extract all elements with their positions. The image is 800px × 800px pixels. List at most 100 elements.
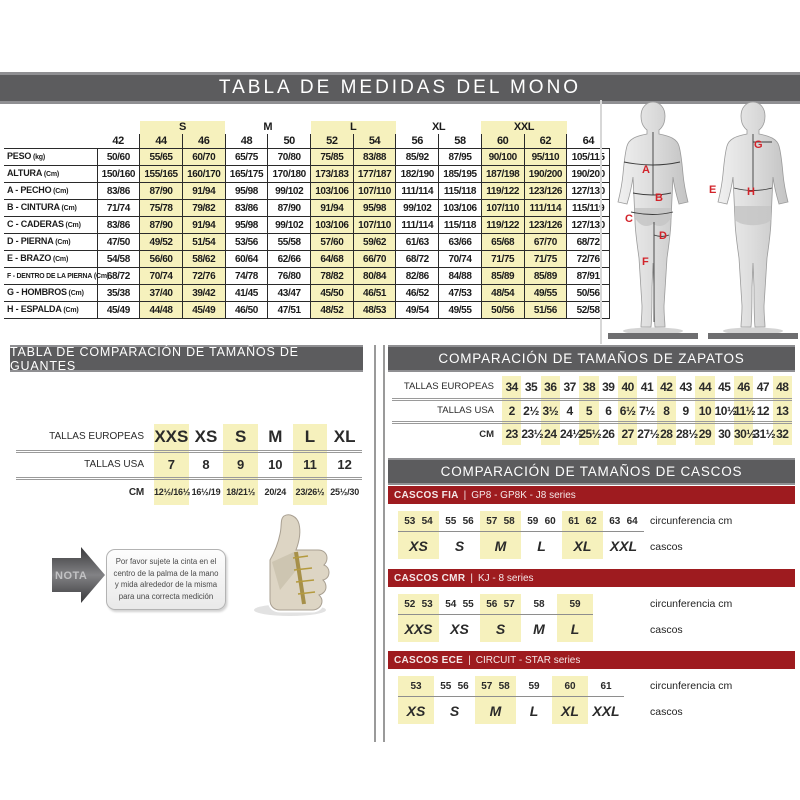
measure-cell: 60/64 bbox=[224, 250, 269, 268]
helmet-series-bar-cmr: CASCOS CMR | KJ - 8 series bbox=[388, 569, 795, 587]
size-col-header: 58 bbox=[438, 134, 482, 149]
helmet-circumference-values: 59 60 bbox=[521, 511, 562, 532]
measure-cell: 99/102 bbox=[395, 199, 440, 217]
measure-cell: 83/86 bbox=[96, 216, 141, 234]
helmet-legend-sizes: cascos bbox=[650, 706, 683, 718]
measure-cell: 85/92 bbox=[395, 148, 440, 166]
measure-cell: 155/165 bbox=[139, 165, 183, 183]
helmet-circumference-values: 54 55 bbox=[439, 594, 480, 615]
shoes-cell: 36 bbox=[540, 376, 560, 401]
measure-row: PESO (kg) 50/60 55/65 60/70 65/75 70/80 75/85 8… bbox=[4, 148, 610, 166]
measure-cell: 111/114 bbox=[395, 182, 440, 200]
measure-cell: 47/50 bbox=[96, 233, 141, 251]
measure-cell: 53/56 bbox=[224, 233, 269, 251]
measure-cell: 177/187 bbox=[352, 165, 397, 183]
measure-cell: 107/110 bbox=[352, 182, 397, 200]
gloves-cell: 7 bbox=[154, 451, 189, 480]
helmet-circumference-values: 61 62 bbox=[562, 511, 603, 532]
shoes-section-title-text: COMPARACIÓN DE TAMAÑOS DE ZAPATOS bbox=[438, 351, 745, 366]
size-col-header: 44 bbox=[139, 134, 183, 149]
helmet-circumference-value: 53 bbox=[421, 598, 433, 610]
shoes-cell: 8 bbox=[656, 399, 676, 424]
measure-row-label-text: F - DENTRO DE LA PIERNA bbox=[7, 273, 93, 280]
measure-row: F - DENTRO DE LA PIERNA (Cm) 68/72 70/74 72… bbox=[4, 267, 610, 285]
helmet-circumference-value: 55 bbox=[445, 515, 457, 527]
helmet-size-groups: 52 53 XXS 54 55 XS 56 57 S 58 M 59 L bbox=[398, 594, 795, 642]
measure-cell: 111/114 bbox=[523, 199, 568, 217]
gloves-cell: 12½/16½ bbox=[154, 478, 190, 505]
measure-cell: 58/62 bbox=[181, 250, 226, 268]
measure-row-label: PESO (kg) bbox=[4, 148, 98, 166]
measure-cell: 47/53 bbox=[438, 284, 482, 302]
measure-cell: 160/170 bbox=[181, 165, 226, 183]
size-header-label bbox=[4, 134, 97, 149]
measure-cell: 65/75 bbox=[224, 148, 269, 166]
helmet-circumference-values: 58 bbox=[521, 594, 557, 615]
measure-cell: 99/102 bbox=[267, 182, 312, 200]
helmet-circumference-value: 63 bbox=[609, 515, 621, 527]
helmet-circumference-value: 57 bbox=[503, 598, 515, 610]
size-col-header: 54 bbox=[352, 134, 396, 149]
helmet-circumference-value: 59 bbox=[569, 598, 581, 610]
shoes-cell: 46 bbox=[733, 376, 754, 401]
helmet-legend-circumference: circunferencia cm bbox=[650, 598, 733, 610]
measure-row-label: ALTURA (Cm) bbox=[4, 165, 98, 183]
measure-cell: 50/60 bbox=[96, 148, 141, 166]
measure-row-label: D - PIERNA (Cm) bbox=[4, 233, 98, 251]
measure-cell: 70/80 bbox=[267, 148, 312, 166]
helmet-size-group-xxl: 63 64 XXL bbox=[603, 511, 644, 559]
measure-cell: 150/160 bbox=[96, 165, 141, 183]
helmet-size-group-xxl: 61 XXL bbox=[588, 676, 624, 724]
shoes-cell: 6½ bbox=[617, 399, 638, 424]
mannequin-back-icon: G E H bbox=[708, 101, 798, 339]
nota-text: Por favor sujete la cinta en el centro d… bbox=[113, 557, 219, 602]
measure-row-label-unit: (Cm) bbox=[59, 205, 77, 212]
helmet-circumference-value: 60 bbox=[544, 515, 556, 527]
helmet-size-group-xs: 54 55 XS bbox=[439, 594, 480, 642]
shoes-cell: 37 bbox=[559, 376, 580, 401]
size-group-xl: XL bbox=[431, 121, 446, 133]
helmet-legend: circunferencia cm cascos bbox=[650, 594, 732, 642]
helmet-circumference-value: 62 bbox=[585, 515, 597, 527]
shoes-cell: 26 bbox=[602, 427, 615, 442]
size-group-xxl: XXL bbox=[481, 121, 567, 134]
helmet-size-group-xl: 61 62 XL bbox=[562, 511, 603, 559]
vertical-divider bbox=[383, 345, 385, 742]
helmet-size-group-s: 55 56 S bbox=[439, 511, 480, 559]
helmet-circumference-values: 55 56 bbox=[439, 511, 480, 532]
gloves-usa-row: TALLAS USA 7 8 9 10 11 12 bbox=[16, 451, 362, 480]
measure-cell: 95/98 bbox=[224, 216, 269, 234]
helmet-size-letter: XS bbox=[450, 621, 469, 637]
gloves-size-table: TALLAS EUROPEAS XXS XS S M L XL TALLAS USA 7 8 9 10… bbox=[16, 424, 362, 505]
shoes-cell: 42 bbox=[656, 376, 676, 401]
shoes-cell: 10 bbox=[695, 399, 715, 424]
size-col-header: 48 bbox=[224, 134, 268, 149]
nota-label: NOTA bbox=[55, 570, 87, 582]
measure-cell: 46/50 bbox=[224, 301, 269, 319]
helmet-size-letter: L bbox=[537, 538, 546, 554]
measure-cell: 75/78 bbox=[139, 199, 183, 217]
shoes-cell: 7½ bbox=[637, 399, 657, 424]
helmet-size-group-m: 57 58 M bbox=[480, 511, 521, 559]
measure-row-label: E - BRAZO (Cm) bbox=[4, 250, 98, 268]
helmet-circumference-values: 59 bbox=[516, 676, 552, 697]
measure-row-label-unit: (Cm) bbox=[53, 239, 71, 246]
size-col-header: 56 bbox=[395, 134, 439, 149]
shoes-cell: 27 bbox=[617, 422, 638, 445]
gloves-eu-row: TALLAS EUROPEAS XXS XS S M L XL bbox=[16, 424, 362, 453]
measure-cell: 170/180 bbox=[267, 165, 312, 183]
helmet-circumference-value: 53 bbox=[410, 680, 422, 692]
measure-row-label-text: G - HOMBROS bbox=[7, 287, 67, 297]
measure-row-label: B - CINTURA (Cm) bbox=[4, 199, 98, 217]
measure-row: H - ESPALDA (Cm) 45/49 44/48 45/49 46/50 47/5… bbox=[4, 301, 610, 319]
shoes-cell: 12 bbox=[753, 399, 773, 424]
shoes-cell: 24 bbox=[540, 422, 560, 445]
helmet-circumference-values: 56 57 bbox=[480, 594, 521, 615]
measure-cell: 54/58 bbox=[96, 250, 141, 268]
helmet-circumference-values: 55 56 bbox=[434, 676, 475, 697]
shoes-cell: 2½ bbox=[521, 399, 541, 424]
gloves-cell: M bbox=[257, 424, 293, 453]
size-group-row: S M L XL XXL bbox=[4, 121, 610, 134]
